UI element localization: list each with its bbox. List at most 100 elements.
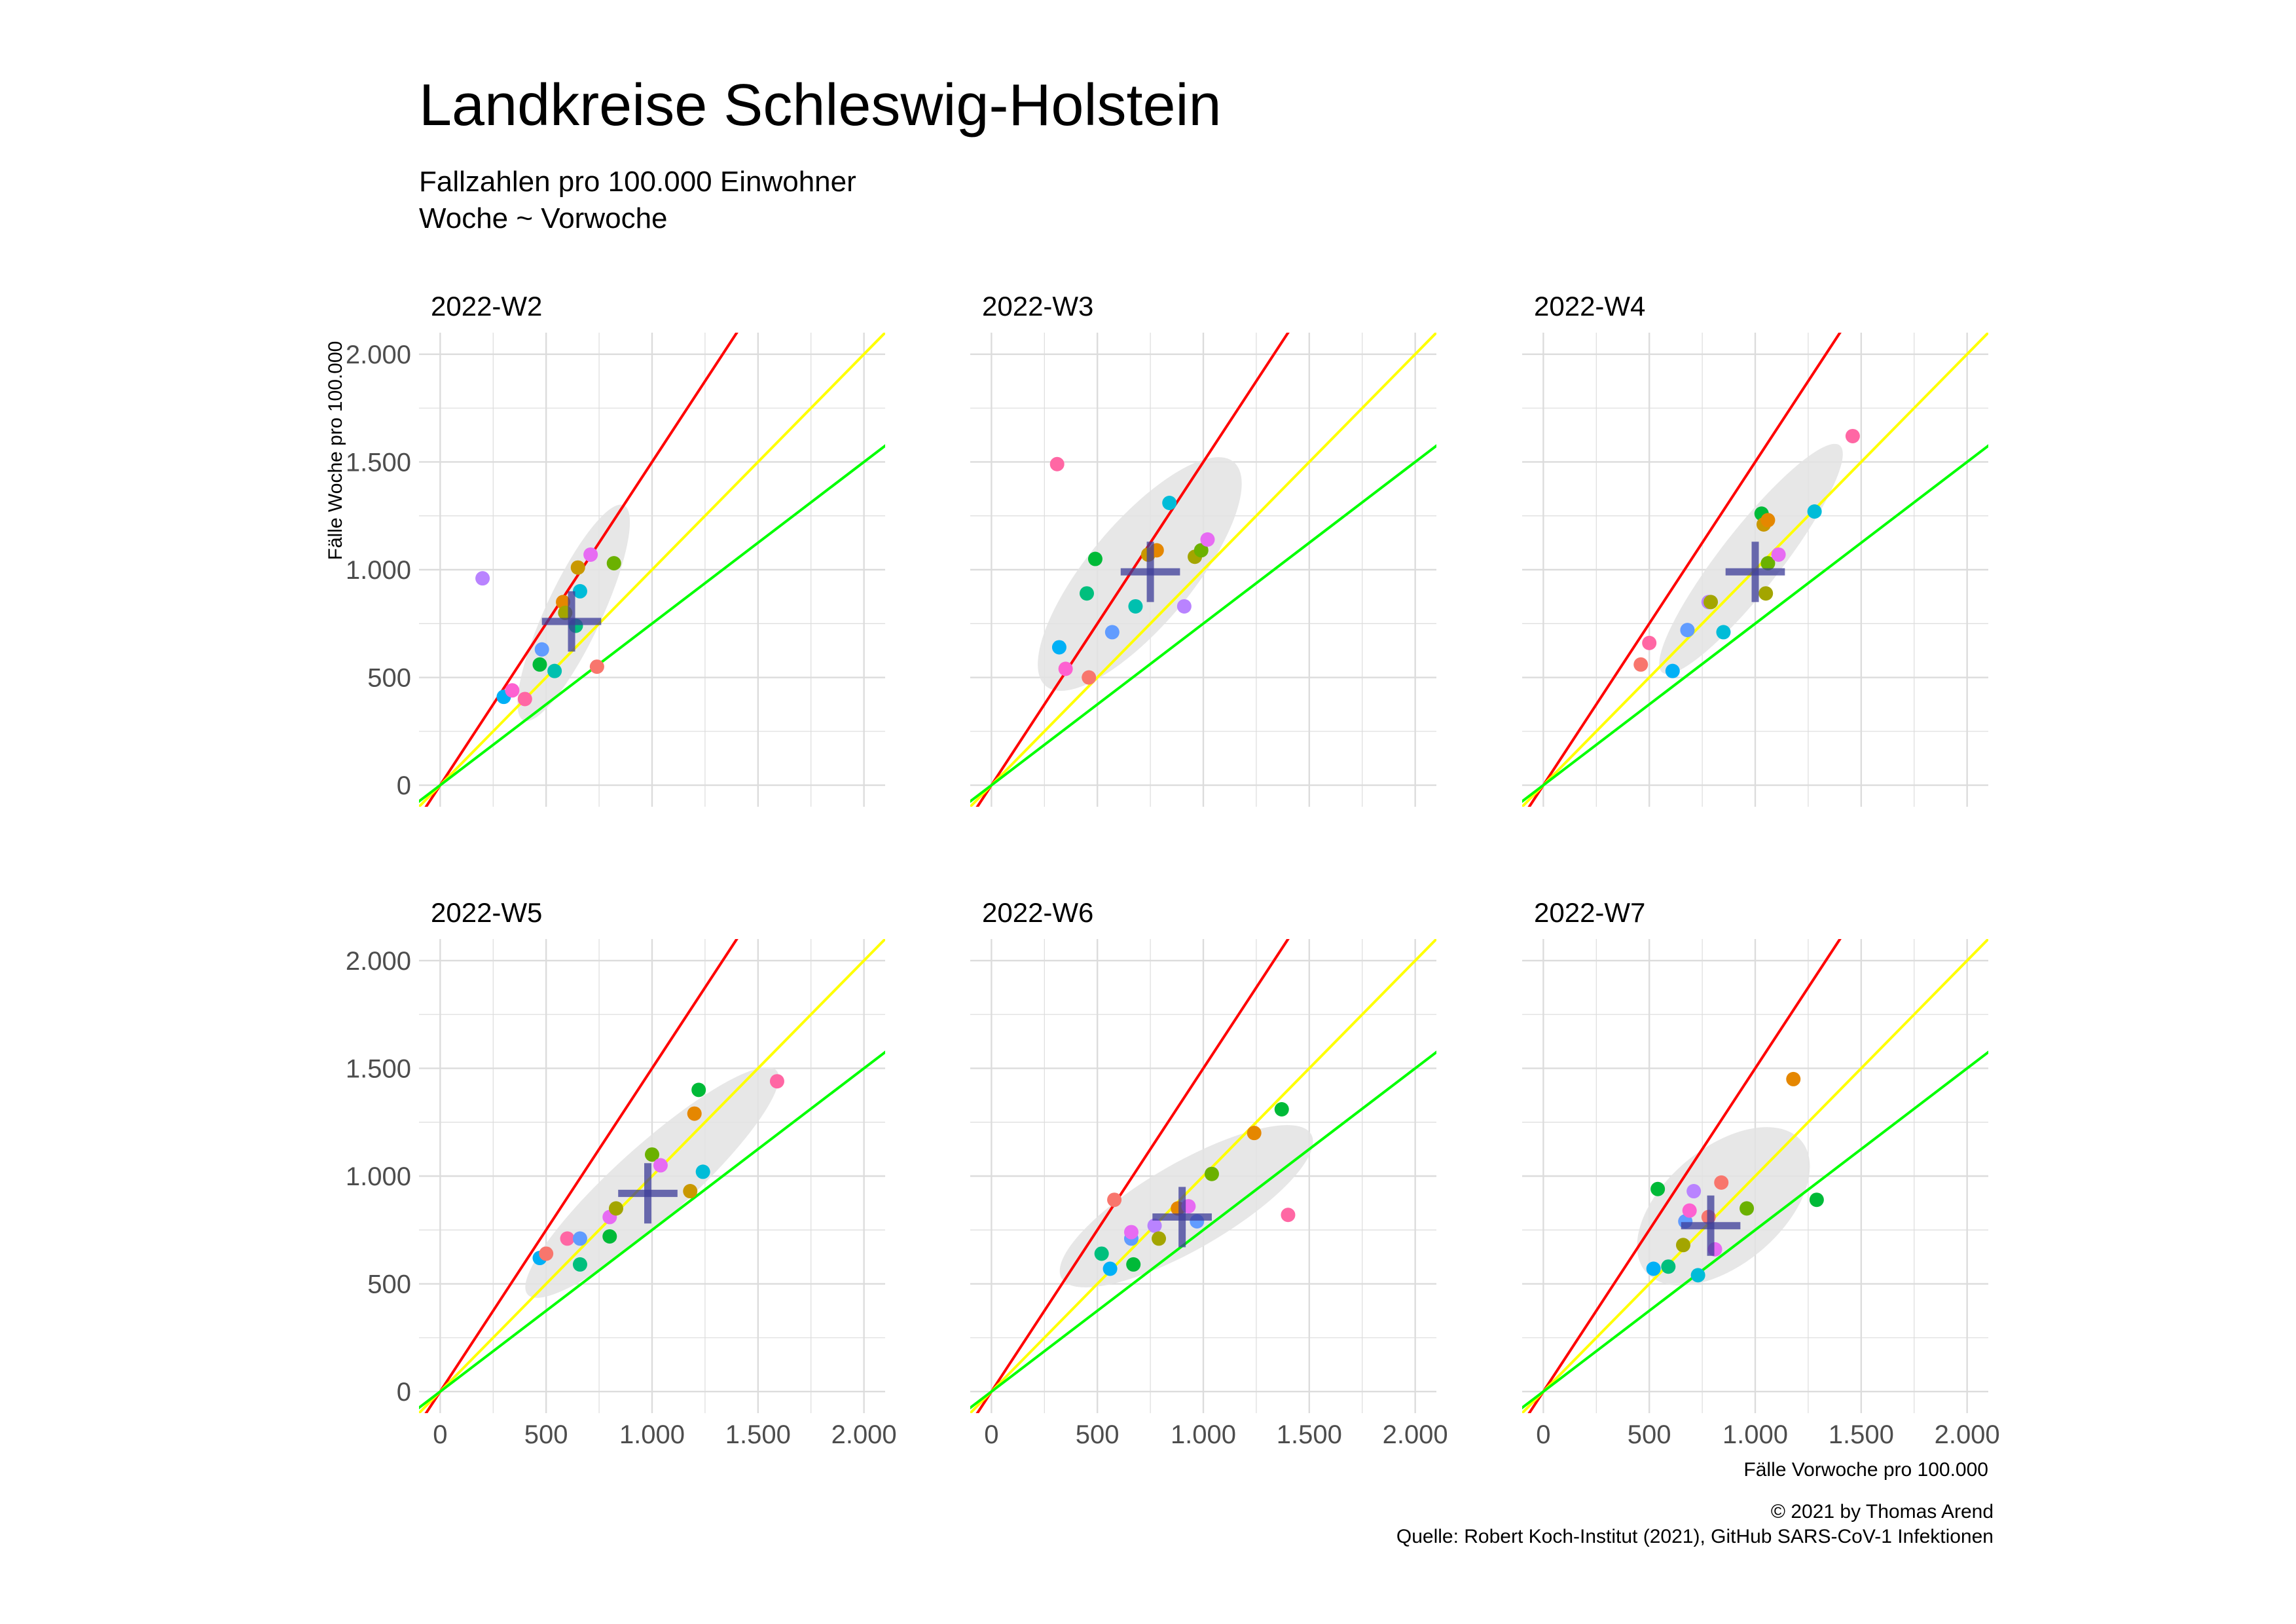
- data-point: [1049, 456, 1065, 471]
- data-point: [1809, 1192, 1824, 1208]
- x-tick-label: 1.000: [1171, 1420, 1236, 1449]
- data-point: [687, 1106, 702, 1121]
- x-tick-label: 1.000: [619, 1420, 685, 1449]
- reference-line-2: [1522, 1050, 1988, 1410]
- grid: [970, 939, 1436, 1413]
- y-tick-label: 2.000: [346, 341, 411, 369]
- chart-subtitle: Fallzahlen pro 100.000 Einwohner Woche ~…: [419, 164, 856, 237]
- x-tick-label: 0: [433, 1420, 447, 1449]
- reference-line-0: [1527, 939, 1842, 1413]
- panel-content: [1522, 939, 1988, 1413]
- data-point: [572, 1231, 587, 1246]
- data-point: [517, 692, 532, 707]
- data-point: [691, 1082, 706, 1098]
- grid: [1522, 333, 1988, 807]
- data-point: [1051, 640, 1066, 655]
- x-tick-label: 2.000: [1935, 1420, 2000, 1449]
- x-tick-label: 0: [1536, 1420, 1550, 1449]
- chart-title: Landkreise Schleswig-Holstein: [419, 73, 1222, 138]
- y-tick-label: 500: [367, 664, 411, 693]
- reference-line-0: [975, 333, 1290, 807]
- y-tick-label: 0: [397, 1378, 411, 1407]
- data-point: [1102, 1261, 1118, 1276]
- x-tick-label: 500: [524, 1420, 568, 1449]
- data-point: [1760, 556, 1776, 571]
- data-point: [606, 556, 621, 571]
- x-tick-label: 1.000: [1722, 1420, 1788, 1449]
- data-point: [1281, 1208, 1296, 1223]
- confidence-ellipse: [1659, 443, 1843, 674]
- data-point: [475, 571, 490, 586]
- caption-copyright: © 2021 by Thomas Arend: [1770, 1501, 1994, 1522]
- y-tick-label: 1.000: [346, 556, 411, 585]
- x-tick-label: 2.000: [1383, 1420, 1448, 1449]
- subtitle-line-1: Fallzahlen pro 100.000 Einwohner: [419, 166, 856, 198]
- data-point: [653, 1158, 668, 1173]
- data-point: [1247, 1126, 1262, 1141]
- data-point: [1094, 1246, 1109, 1261]
- panel-title: 2022-W2: [431, 291, 542, 322]
- data-point: [1107, 1192, 1122, 1208]
- data-point: [505, 683, 520, 698]
- data-point: [608, 1201, 623, 1216]
- panel-content: [970, 939, 1436, 1413]
- panel-2022-W6: 2022-W6 0 500 1.000 1.500 2.000: [970, 897, 1448, 1449]
- reference-line-2: [970, 444, 1436, 803]
- reference-line-0: [1527, 333, 1842, 807]
- reference-line-1: [1522, 939, 1988, 1413]
- data-point: [1682, 1203, 1697, 1218]
- data-point: [1633, 657, 1649, 672]
- panel-title: 2022-W7: [1534, 897, 1645, 928]
- data-point: [1845, 428, 1860, 443]
- data-point: [572, 583, 587, 599]
- subtitle-line-2: Woche ~ Vorwoche: [419, 202, 668, 234]
- x-tick-label: 1.500: [1829, 1420, 1894, 1449]
- data-point: [589, 659, 604, 674]
- x-tick-label: 0: [984, 1420, 998, 1449]
- data-point: [539, 1246, 554, 1261]
- reference-line-2: [419, 1050, 885, 1410]
- panel-content: [419, 333, 885, 807]
- grid: [419, 939, 885, 1413]
- reference-line-1: [419, 333, 885, 807]
- y-tick-label: 500: [367, 1270, 411, 1299]
- panel-content: [419, 939, 885, 1413]
- data-point: [645, 1147, 659, 1162]
- data-point: [1646, 1261, 1661, 1276]
- y-tick-label: 1.500: [346, 1054, 411, 1083]
- data-point: [602, 1229, 617, 1244]
- data-point: [534, 642, 549, 657]
- panel-title: 2022-W3: [982, 291, 1093, 322]
- data-point: [1274, 1101, 1289, 1116]
- reference-line-2: [419, 444, 885, 803]
- panel-title: 2022-W5: [431, 897, 542, 928]
- reference-line-2: [970, 1050, 1436, 1410]
- y-tick-label: 0: [397, 771, 411, 800]
- data-point: [1807, 504, 1822, 519]
- data-point: [1758, 586, 1774, 601]
- data-point: [1204, 1166, 1219, 1181]
- panel-content: [1522, 333, 1988, 807]
- data-point: [1714, 1175, 1729, 1190]
- data-point: [1716, 625, 1731, 640]
- data-point: [1650, 1181, 1666, 1196]
- data-point: [683, 1184, 698, 1199]
- y-axis-title: Fälle Woche pro 100.000: [325, 341, 346, 561]
- data-point: [1675, 1238, 1690, 1253]
- data-point: [556, 595, 571, 610]
- data-point: [695, 1164, 710, 1179]
- data-point: [1200, 532, 1215, 547]
- y-tick-label: 1.500: [346, 448, 411, 477]
- x-axis-title: Fälle Vorwoche pro 100.000: [1743, 1459, 1988, 1481]
- data-point: [547, 663, 562, 678]
- data-point: [1661, 1259, 1676, 1274]
- reference-line-0: [424, 333, 738, 807]
- reference-line-2: [1522, 444, 1988, 803]
- data-point: [1642, 635, 1657, 650]
- data-point: [532, 657, 547, 672]
- data-point: [1760, 513, 1776, 528]
- data-point: [1771, 547, 1786, 562]
- data-point: [1704, 595, 1719, 610]
- x-tick-label: 500: [1076, 1420, 1120, 1449]
- panel-title: 2022-W4: [1534, 291, 1645, 322]
